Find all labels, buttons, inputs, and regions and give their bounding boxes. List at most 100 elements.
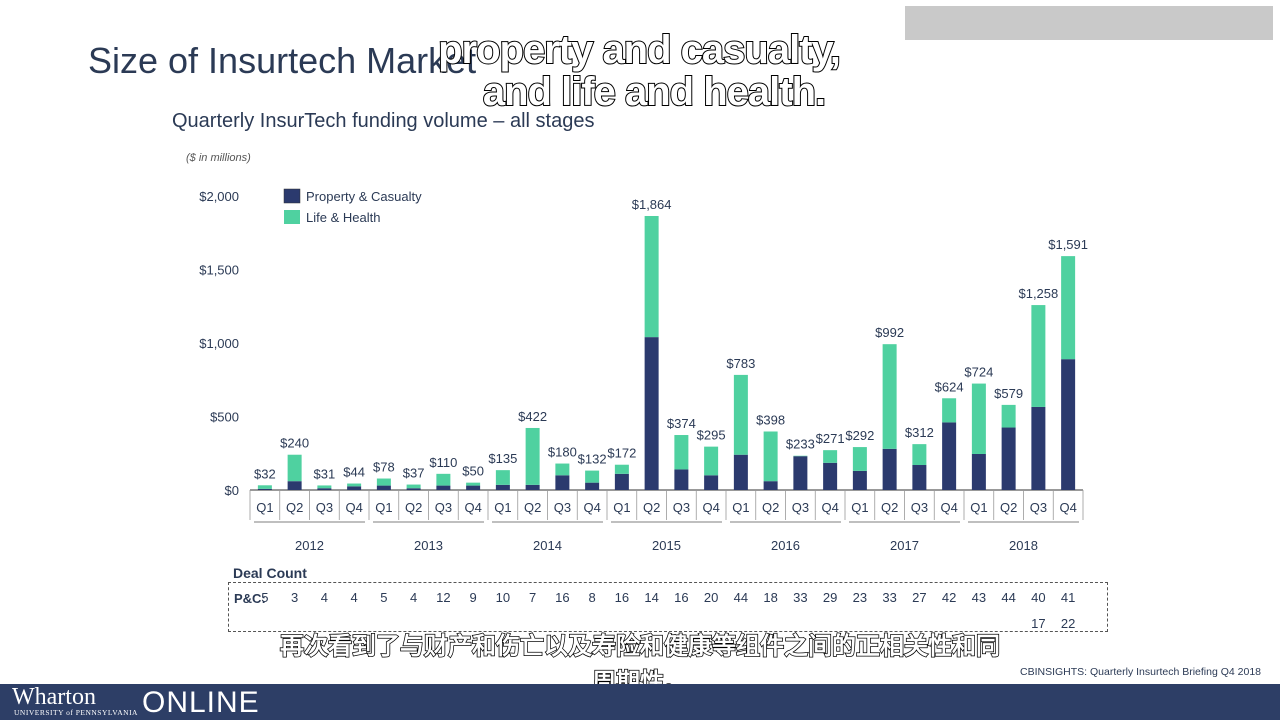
bar-property-casualty: [257, 488, 272, 490]
x-tick-label: Q1: [494, 500, 511, 515]
online-label: ONLINE: [142, 686, 260, 719]
data-label: $1,258: [1018, 286, 1058, 301]
y-tick-label: $1,500: [199, 263, 239, 278]
x-tick-label: Q3: [435, 500, 452, 515]
bar-life-health: [644, 215, 659, 338]
data-label: $50: [462, 464, 484, 479]
deal-count-value: 42: [941, 590, 957, 605]
bar-property-casualty: [376, 485, 391, 490]
university-label: UNIVERSITY of PENNSYLVANIA: [14, 708, 138, 717]
x-tick-label: Q4: [1059, 500, 1076, 515]
x-tick-label: Q4: [940, 500, 957, 515]
legend-swatch-pc: [283, 188, 301, 204]
bar-life-health: [763, 431, 778, 482]
deal-count-value: 40: [1031, 590, 1046, 605]
data-label: $992: [875, 325, 904, 340]
data-label: $579: [994, 386, 1023, 401]
legend-swatch-lh: [284, 210, 300, 224]
chart-title: Quarterly InsurTech funding volume – all…: [172, 110, 595, 132]
x-tick-label: Q3: [792, 500, 809, 515]
deal-count-value: 23: [852, 590, 868, 605]
bar-life-health: [882, 344, 897, 449]
bar-life-health: [317, 485, 332, 489]
x-tick-label: Q1: [732, 500, 749, 515]
data-label: $1,591: [1048, 237, 1088, 252]
deal-count-value: 18: [763, 590, 778, 605]
bar-property-casualty: [436, 485, 451, 490]
bar-life-health: [614, 464, 629, 474]
x-tick-label: Q3: [554, 500, 571, 515]
x-tick-label: Q3: [911, 500, 928, 515]
bar-life-health: [287, 454, 302, 482]
data-label: $240: [280, 436, 309, 451]
data-label: $312: [905, 425, 934, 440]
slide-title: Size of Insurtech Market: [88, 40, 477, 81]
bar-property-casualty: [614, 473, 629, 490]
x-tick-label: Q1: [970, 500, 987, 515]
data-label: $292: [845, 428, 874, 443]
data-label: $398: [756, 412, 785, 427]
data-label: $783: [726, 356, 755, 371]
deal-count-value: 14: [644, 590, 659, 605]
deal-count-value: 29: [822, 590, 838, 605]
bar-property-casualty: [644, 337, 659, 490]
bar-property-casualty: [317, 488, 332, 490]
bar-property-casualty: [882, 448, 897, 490]
year-label: 2013: [414, 538, 443, 553]
y-tick-label: $1,000: [199, 336, 239, 351]
deal-count-value: 33: [882, 590, 897, 605]
footer-bar: [0, 684, 1280, 720]
data-label: $724: [964, 365, 993, 380]
bar-property-casualty: [763, 481, 778, 490]
year-label: 2012: [295, 538, 324, 553]
bar-property-casualty: [495, 484, 510, 490]
data-label: $31: [314, 466, 336, 481]
bar-life-health: [347, 483, 362, 487]
bar-property-casualty: [704, 475, 719, 490]
bar-life-health: [971, 383, 986, 454]
bar-property-casualty: [793, 456, 808, 490]
source-note: CBINSIGHTS: Quarterly Insurtech Briefing…: [1020, 666, 1262, 678]
overlay-box: [905, 6, 1273, 40]
year-label: 2018: [1009, 538, 1038, 553]
bar-property-casualty: [406, 488, 421, 490]
data-label: $172: [607, 446, 636, 461]
deal-count-value: 3: [291, 590, 299, 605]
bar-life-health: [733, 374, 748, 455]
x-tick-label: Q2: [881, 500, 898, 515]
subtitle-en-line2: and life and health.: [482, 69, 827, 115]
bar-property-casualty: [525, 484, 540, 490]
year-label: 2016: [771, 538, 800, 553]
bar-life-health: [1061, 256, 1076, 360]
deal-count-lh-value: 17: [1031, 616, 1046, 631]
x-tick-label: Q2: [1000, 500, 1017, 515]
x-tick-label: Q1: [375, 500, 392, 515]
x-tick-label: Q4: [583, 500, 600, 515]
x-tick-label: Q2: [524, 500, 541, 515]
data-label: $271: [816, 431, 845, 446]
year-label: 2015: [652, 538, 681, 553]
data-label: $44: [343, 465, 365, 480]
bar-life-health: [942, 398, 957, 423]
deal-count-value: 9: [469, 590, 477, 605]
deal-count-box: [228, 582, 1108, 632]
x-tick-label: Q4: [464, 500, 481, 515]
data-label: $32: [254, 466, 276, 481]
bar-property-casualty: [1001, 427, 1016, 490]
x-tick-label: Q2: [286, 500, 303, 515]
bar-life-health: [912, 444, 927, 466]
bar-life-health: [436, 473, 451, 486]
bar-property-casualty: [585, 482, 600, 490]
y-tick-label: $2,000: [199, 189, 239, 204]
y-tick-label: $0: [225, 483, 239, 498]
bar-life-health: [704, 446, 719, 476]
x-tick-label: Q1: [256, 500, 273, 515]
deal-count-title: Deal Count: [233, 565, 307, 581]
deal-count-value: 44: [1001, 590, 1016, 605]
funding-chart: $0 $500 $1,000 $1,500 $2,000 $32 Q1 $240 Q2 $31 Q3…: [199, 188, 1088, 553]
x-tick-label: Q4: [821, 500, 838, 515]
bar-life-health: [674, 435, 689, 470]
wharton-logo: Wharton: [12, 684, 96, 710]
x-tick-label: Q2: [762, 500, 779, 515]
bar-life-health: [852, 447, 867, 471]
